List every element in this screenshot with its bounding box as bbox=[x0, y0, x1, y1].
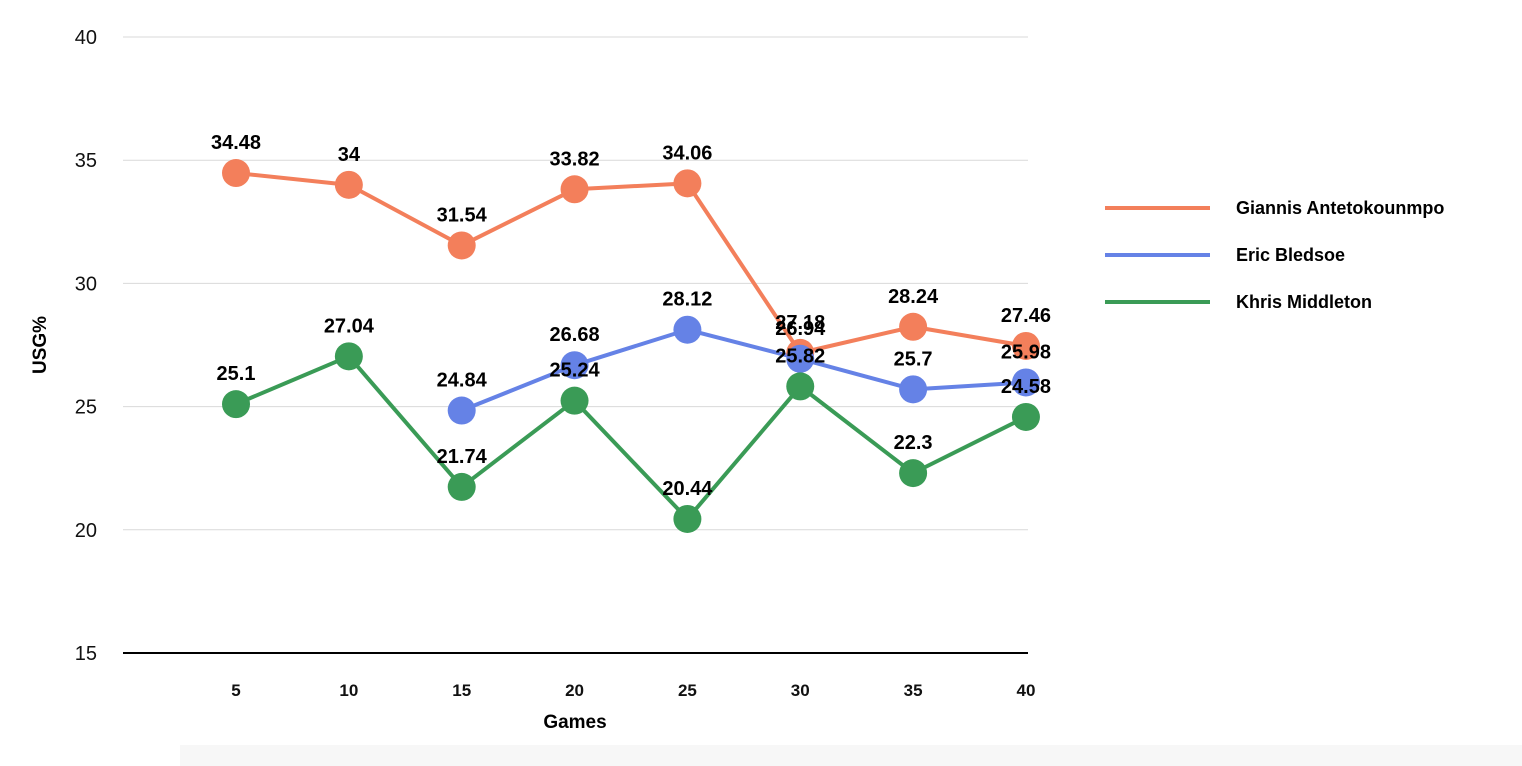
legend-label: Eric Bledsoe bbox=[1236, 245, 1345, 265]
legend-label: Khris Middleton bbox=[1236, 292, 1372, 312]
y-tick-label: 25 bbox=[75, 397, 97, 419]
data-label: 33.82 bbox=[550, 148, 600, 170]
gridlines bbox=[123, 36, 1028, 531]
data-label: 28.24 bbox=[888, 286, 939, 308]
data-label: 25.24 bbox=[550, 360, 601, 382]
data-label: 34.06 bbox=[662, 142, 712, 164]
data-point bbox=[899, 312, 928, 341]
data-label: 25.98 bbox=[1001, 341, 1051, 363]
x-tick-label: 25 bbox=[678, 681, 697, 700]
data-label: 24.84 bbox=[437, 370, 488, 392]
data-label: 27.18 bbox=[775, 312, 825, 334]
data-point bbox=[334, 342, 363, 371]
y-tick-label: 15 bbox=[75, 643, 97, 665]
y-tick-label: 35 bbox=[75, 150, 97, 172]
data-point bbox=[1011, 368, 1040, 397]
data-label: 22.3 bbox=[894, 432, 933, 454]
data-label: 24.58 bbox=[1001, 376, 1051, 398]
x-axis-ticks: 5 10 15 20 25 30 35 40 bbox=[231, 681, 1035, 700]
data-point bbox=[222, 390, 250, 419]
x-tick-label: 15 bbox=[452, 681, 471, 700]
y-tick-label: 30 bbox=[75, 273, 97, 295]
data-label: 31.54 bbox=[437, 204, 488, 226]
legend: Giannis Antetokounmpo Eric Bledsoe Khris M… bbox=[1105, 198, 1444, 312]
data-label: 34 bbox=[338, 144, 361, 166]
data-label: 34.48 bbox=[211, 132, 261, 154]
data-point bbox=[560, 386, 589, 415]
data-label: 25.7 bbox=[894, 348, 933, 370]
data-point bbox=[673, 315, 702, 344]
data-point bbox=[447, 231, 476, 260]
data-label: 27.04 bbox=[324, 315, 375, 337]
data-point bbox=[1011, 402, 1040, 431]
data-label: 27.46 bbox=[1001, 305, 1051, 327]
data-label: 25.82 bbox=[775, 345, 825, 367]
x-tick-label: 40 bbox=[1016, 681, 1035, 700]
data-label: 26.94 bbox=[775, 318, 826, 340]
data-point bbox=[560, 175, 589, 204]
data-point bbox=[673, 169, 702, 198]
series-points bbox=[222, 159, 1040, 533]
x-axis-title: Games bbox=[543, 712, 606, 733]
x-tick-label: 30 bbox=[791, 681, 810, 700]
data-point bbox=[222, 159, 250, 188]
x-tick-label: 10 bbox=[339, 681, 358, 700]
y-axis-ticks: 15 20 25 30 35 40 bbox=[75, 27, 97, 665]
data-label: 21.74 bbox=[437, 446, 488, 468]
data-labels: 34.48 34 31.54 33.82 34.06 27.18 28.24 27.46 24.… bbox=[211, 132, 1051, 500]
x-tick-label: 20 bbox=[565, 681, 584, 700]
data-point bbox=[560, 351, 589, 380]
legend-label: Giannis Antetokounmpo bbox=[1236, 198, 1444, 218]
x-tick-label: 35 bbox=[904, 681, 923, 700]
y-tick-label: 40 bbox=[75, 27, 97, 49]
series-lines bbox=[235, 171, 1027, 521]
series-line bbox=[235, 171, 1027, 355]
data-point bbox=[786, 344, 815, 373]
data-label: 26.68 bbox=[550, 324, 600, 346]
data-label: 20.44 bbox=[662, 478, 713, 500]
data-point bbox=[334, 170, 363, 199]
y-tick-label: 20 bbox=[75, 520, 97, 542]
data-point bbox=[447, 396, 476, 425]
bottom-band bbox=[180, 745, 1522, 766]
series-line bbox=[460, 327, 1027, 413]
data-label: 25.1 bbox=[217, 363, 256, 385]
data-point bbox=[899, 375, 928, 404]
x-tick-label: 5 bbox=[231, 681, 240, 700]
data-point bbox=[786, 372, 815, 401]
data-label: 28.12 bbox=[662, 289, 712, 311]
data-point bbox=[673, 504, 702, 533]
y-axis-title: USG% bbox=[30, 316, 51, 374]
data-point bbox=[447, 472, 476, 501]
data-point bbox=[899, 459, 928, 488]
data-point bbox=[1011, 331, 1040, 360]
series-line bbox=[235, 354, 1027, 521]
